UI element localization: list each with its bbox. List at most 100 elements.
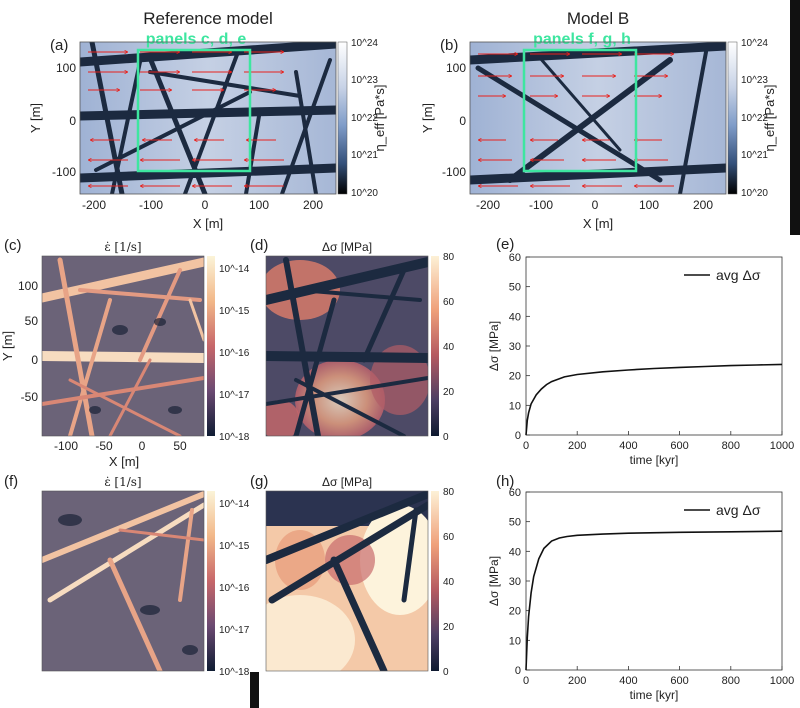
y-tick-label: 60 xyxy=(509,487,521,499)
y-tick-label: 0 xyxy=(515,430,521,442)
tick: 0 xyxy=(31,353,38,367)
y-tick-label: 0 xyxy=(515,665,521,677)
panel-g: (g) Δσ [MPa] 80 60 40 20 0 xyxy=(250,473,455,678)
cbar-tick: 10^22 xyxy=(741,113,768,124)
panel-f: (f) ε̇ [1/s] 10^-14 10^-15 10^-16 10^-17… xyxy=(4,473,250,678)
cbar-tick: 10^24 xyxy=(741,38,768,49)
x-axis-label: time [kyr] xyxy=(630,453,679,467)
cbar-tick: 60 xyxy=(443,297,455,308)
panel-a-letter: (a) xyxy=(50,37,68,54)
panel-f-title: ε̇ [1/s] xyxy=(104,475,141,489)
tick: 50 xyxy=(25,314,39,328)
subregion-label-a: panels c, d, e xyxy=(146,31,247,48)
cbar-label-a: η_eff [Pa*s] xyxy=(372,85,387,152)
panel-c-xlabel: X [m] xyxy=(109,454,139,469)
x-tick-label: 600 xyxy=(670,440,688,452)
tick: 0 xyxy=(139,439,146,453)
panel-letter: (h) xyxy=(496,473,514,490)
colorbar-c xyxy=(207,256,215,436)
panel-a: Reference model (a) xyxy=(28,9,387,231)
panel-c-ylabel: Y [m] xyxy=(0,331,15,361)
cbar-tick: 80 xyxy=(443,252,455,263)
panel-h: (h) 0 200 400 600 800 1000 0 10 20 30 40 50 60 time [k… xyxy=(487,473,794,702)
panel-d-title: Δσ [MPa] xyxy=(322,240,372,254)
tick: 100 xyxy=(639,198,659,212)
panel-a-ylabel: Y [m] xyxy=(28,103,43,133)
colorbar-a xyxy=(337,41,348,195)
y-tick-label: 40 xyxy=(509,311,521,323)
tick: 0 xyxy=(202,198,209,212)
tick: 0 xyxy=(592,198,599,212)
edge-bar-right xyxy=(790,0,800,235)
cbar-tick: 10^-18 xyxy=(219,432,250,443)
y-tick-label: 60 xyxy=(509,252,521,264)
cbar-tick: 20 xyxy=(443,622,455,633)
tick: -100 xyxy=(54,439,78,453)
cbar-tick: 10^21 xyxy=(351,150,378,161)
y-tick-label: 50 xyxy=(509,282,521,294)
tick: -200 xyxy=(476,198,500,212)
y-tick-label: 10 xyxy=(509,635,521,647)
x-tick-label: 800 xyxy=(722,440,740,452)
tick: -100 xyxy=(52,165,76,179)
x-axis-label: time [kyr] xyxy=(630,688,679,702)
cbar-tick: 10^-17 xyxy=(219,390,250,401)
panel-g-title: Δσ [MPa] xyxy=(322,475,372,489)
tick: 100 xyxy=(56,61,76,75)
legend-label: avg Δσ xyxy=(716,267,761,283)
panel-a-xlabel: X [m] xyxy=(193,216,223,231)
tick: -100 xyxy=(529,198,553,212)
tick: 100 xyxy=(446,61,466,75)
panel-b-xlabel: X [m] xyxy=(583,216,613,231)
tick: -100 xyxy=(139,198,163,212)
series-line xyxy=(525,530,783,671)
edge-bar-bottom xyxy=(250,672,259,708)
y-axis-label: Δσ [MPa] xyxy=(487,556,501,606)
cbar-tick: 10^23 xyxy=(741,75,768,86)
cbar-tick: 10^-14 xyxy=(219,264,250,275)
tick: -50 xyxy=(21,390,39,404)
panel-d: (d) Δσ [MPa] 80 60 40 20 xyxy=(250,237,455,443)
cbar-tick: 10^-17 xyxy=(219,625,250,636)
tick: 100 xyxy=(18,279,38,293)
x-tick-label: 400 xyxy=(619,440,637,452)
panel-a-title: Reference model xyxy=(143,9,272,28)
viscosity-map-a xyxy=(80,42,336,194)
cbar-tick: 10^24 xyxy=(351,38,378,49)
viscosity-map-b xyxy=(470,42,726,194)
x-tick-label: 400 xyxy=(619,675,637,687)
panel-b-ylabel: Y [m] xyxy=(420,103,435,133)
panel-a-axes: -200 -100 0 100 200 X [m] 100 0 -100 Y [… xyxy=(28,61,323,231)
x-tick-label: 0 xyxy=(523,440,529,452)
y-tick-label: 20 xyxy=(509,371,521,383)
cbar-tick: 10^21 xyxy=(741,150,768,161)
cbar-tick: 0 xyxy=(443,667,449,678)
cbar-tick: 10^-15 xyxy=(219,306,250,317)
subregion-box-a xyxy=(136,48,252,173)
colorbar-f xyxy=(207,491,215,671)
series-line xyxy=(525,363,783,436)
tick: 0 xyxy=(459,114,466,128)
y-tick-label: 20 xyxy=(509,606,521,618)
colorbar-b xyxy=(727,41,738,195)
panel-c: (c) ε̇ [1/s] 10^-14 xyxy=(0,237,250,469)
cbar-tick: 40 xyxy=(443,577,455,588)
tick: -50 xyxy=(95,439,113,453)
colorbar-g xyxy=(431,491,439,671)
x-tick-label: 600 xyxy=(670,675,688,687)
subregion-box-b xyxy=(522,48,638,173)
panel-b: Model B (b) xyxy=(420,9,777,231)
tick: 50 xyxy=(173,439,187,453)
panel-b-letter: (b) xyxy=(440,37,458,54)
plot-area xyxy=(525,491,783,671)
panel-e: (e) 0 200 400 600 800 1000 0 10 20 30 40 50 60 time [k… xyxy=(487,236,794,467)
x-tick-label: 200 xyxy=(568,675,586,687)
cbar-tick: 10^-14 xyxy=(219,499,250,510)
panel-f-letter: (f) xyxy=(4,473,18,490)
x-tick-label: 1000 xyxy=(770,675,794,687)
tick: 200 xyxy=(693,198,713,212)
panel-b-title: Model B xyxy=(567,9,629,28)
panel-d-letter: (d) xyxy=(250,237,268,254)
panel-g-letter: (g) xyxy=(250,473,268,490)
